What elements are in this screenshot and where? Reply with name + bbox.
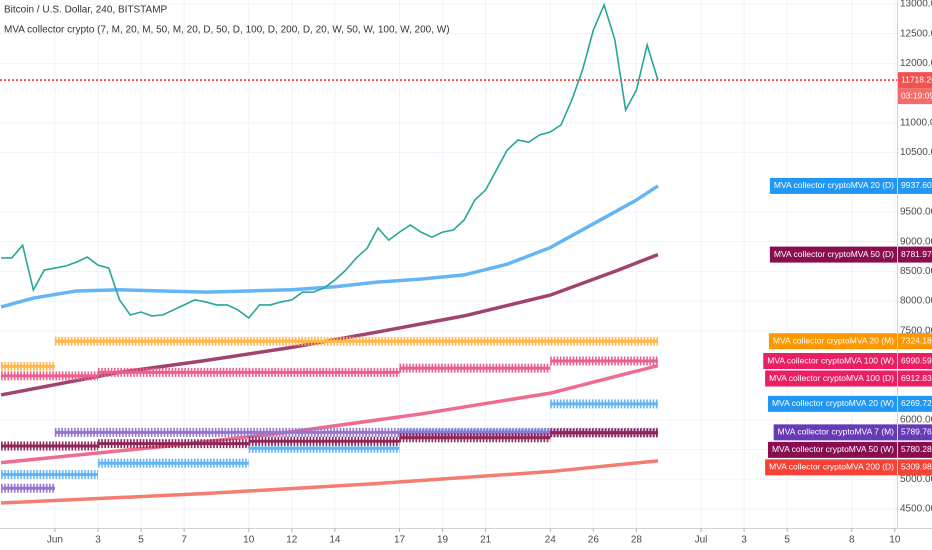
x-tick-label: 24: [545, 535, 557, 546]
series-name-box: [763, 353, 897, 370]
legend-label: MVA collector cryptoMVA 20 (M): [773, 335, 894, 345]
y-tick-label: 13000.00: [900, 0, 932, 10]
y-tick-label: 11000.00: [900, 117, 932, 128]
legend-label: MVA collector cryptoMVA 200 (D): [769, 462, 894, 472]
ma-line: [0, 363, 659, 465]
series-name-box: [773, 424, 897, 441]
y-tick-label: 4500.00: [900, 504, 932, 515]
ma-line: [0, 459, 659, 505]
legend-label: MVA collector cryptoMVA 20 (D): [774, 180, 894, 190]
series-name-box: [765, 459, 897, 476]
countdown-box: [898, 88, 932, 105]
x-tick-label: 26: [588, 535, 600, 546]
series-value-box: [898, 177, 932, 194]
series-name-box: [767, 441, 897, 458]
x-tick-label: 7: [181, 535, 187, 546]
ma-line: [0, 252, 659, 397]
series-name-box: [767, 395, 897, 412]
series-value-box: [898, 246, 932, 263]
series-value-label: 5309.98: [901, 462, 932, 472]
series-value-label: 7324.18: [901, 335, 932, 345]
x-tick-label: 12: [286, 535, 298, 546]
x-tick-label: 17: [394, 535, 406, 546]
price-labels: 11718.26 03:19:09 MVA collector cryptoMVA …: [763, 72, 932, 476]
series-value-box: [898, 459, 932, 476]
series-value-label: 5780.28: [901, 444, 932, 454]
x-tick-label: 28: [631, 535, 643, 546]
series-name-box: [769, 177, 897, 194]
countdown-label: 03:19:09: [901, 90, 932, 100]
series-value-box: [898, 370, 932, 387]
series-value-label: 8781.97: [901, 249, 932, 259]
y-tick-label: 9500.00: [900, 207, 932, 218]
x-tick-label: 21: [480, 535, 492, 546]
plot-area: [0, 2, 897, 505]
series-name-box: [768, 333, 897, 350]
series-value-label: 6912.83: [901, 373, 932, 383]
y-tick-label: 12000.00: [900, 58, 932, 69]
legend-label: MVA collector cryptoMVA 50 (D): [774, 249, 894, 259]
series-value-box: [898, 424, 932, 441]
x-tick-label: 3: [741, 535, 747, 546]
x-tick-label: 5: [138, 535, 144, 546]
series-name-box: [765, 370, 897, 387]
axes: 13000.00 12500.00 12000.00 11000.00 10500.00…: [47, 0, 932, 546]
x-tick-label: 14: [329, 535, 341, 546]
last-price-box: [898, 72, 932, 89]
y-tick-label: 10500.00: [900, 147, 932, 158]
x-tick-label: 10: [889, 535, 901, 546]
series-value-box: [898, 395, 932, 412]
legend-label: MVA collector cryptoMVA 100 (D): [769, 373, 894, 383]
legend-label: MVA collector cryptoMVA 100 (W): [767, 355, 894, 365]
y-tick-label: 12500.00: [900, 28, 932, 39]
x-tick-label: Jul: [695, 535, 708, 546]
chart-subtitle: MVA collector crypto (7, M, 20, M, 50, M…: [4, 25, 450, 36]
legend-label: MVA collector cryptoMVA 50 (W): [772, 444, 894, 454]
series-value-label: 9937.60: [901, 180, 932, 190]
y-tick-label: 8000.00: [900, 296, 932, 307]
x-tick-label: 8: [849, 535, 855, 546]
chart-title: Bitcoin / U.S. Dollar, 240, BITSTAMP: [4, 5, 168, 16]
last-price-label: 11718.26: [901, 74, 932, 84]
series-value-box: [898, 441, 932, 458]
series-value-label: 6269.72: [901, 398, 932, 408]
x-tick-label: 10: [243, 535, 255, 546]
y-tick-label: 5000.00: [900, 474, 932, 485]
ma-line: [0, 184, 659, 309]
series-name-box: [769, 246, 897, 263]
x-tick-label: 3: [95, 535, 101, 546]
y-tick-label: 6000.00: [900, 415, 932, 426]
x-tick-label: 19: [437, 535, 449, 546]
price-line: [1, 2, 659, 320]
series-value-label: 6990.59: [901, 355, 932, 365]
legend-label: MVA collector cryptoMVA 20 (W): [772, 398, 894, 408]
series-value-box: [898, 353, 932, 370]
series-value-label: 5789.76: [901, 427, 932, 437]
y-tick-label: 7500.00: [900, 325, 932, 336]
x-tick-label: Jun: [47, 535, 63, 546]
series-value-box: [898, 333, 932, 350]
legend-label: MVA collector cryptoMVA 7 (M): [778, 427, 895, 437]
y-tick-label: 9000.00: [900, 236, 932, 247]
x-tick-label: 5: [784, 535, 790, 546]
y-tick-label: 8500.00: [900, 266, 932, 277]
